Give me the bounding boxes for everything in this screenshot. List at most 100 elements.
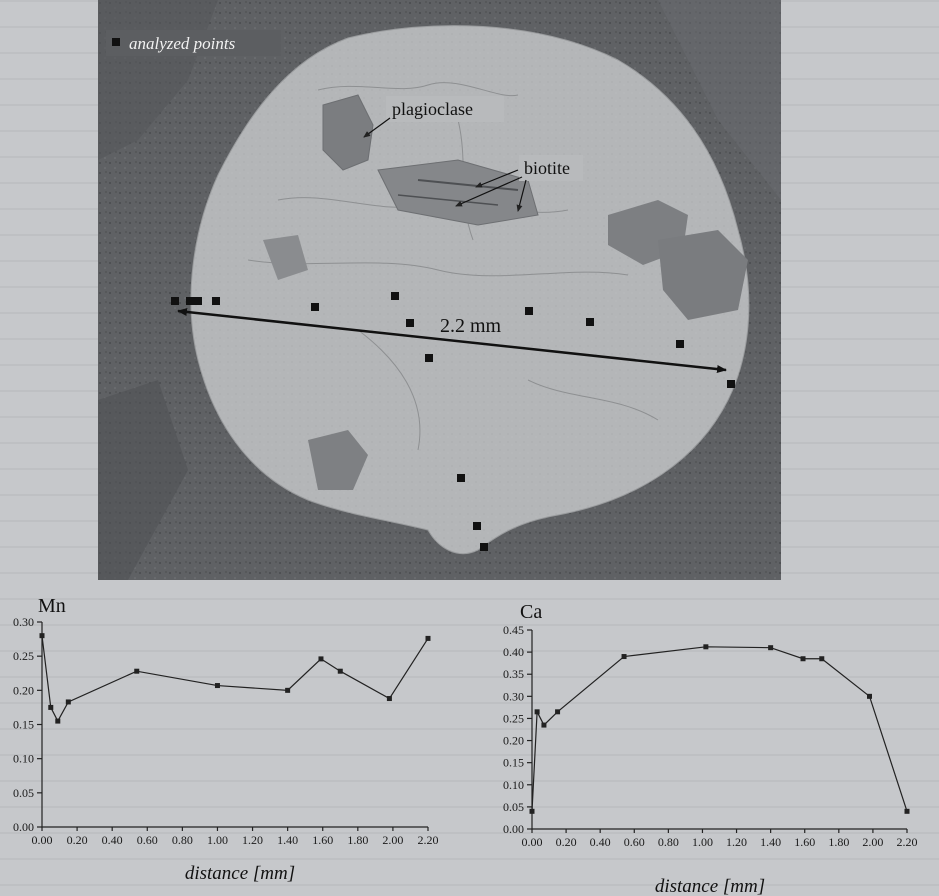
data-point [867,693,872,699]
analysis-point [457,474,465,482]
x-tick-label: 1.40 [277,833,298,847]
chart-title: Ca [520,601,542,623]
y-tick-label: 0.40 [503,645,524,659]
x-tick-label: 0.20 [67,833,88,847]
data-point [621,654,627,660]
analysis-point [676,340,684,348]
data-point [337,668,343,674]
x-tick-label: 0.80 [658,835,679,849]
data-point [285,687,291,693]
data-point [819,656,825,662]
y-tick-label: 0.00 [503,822,524,836]
x-tick-label: 0.60 [137,833,158,847]
plagioclase-annotation: plagioclase [363,96,504,138]
legend-box: analyzed points [106,30,281,56]
data-point [65,699,71,705]
analysis-point [473,522,481,530]
y-tick-label: 0.05 [13,786,34,800]
biotite-arrow-3 [516,179,527,212]
analysis-point [406,319,414,327]
analysis-point [480,543,488,551]
data-point [318,656,324,662]
biotite-label: biotite [524,158,570,178]
x-tick-label: 1.00 [207,833,228,847]
y-tick-label: 0.35 [503,667,524,681]
y-tick-label: 0.45 [503,623,524,637]
scale-arrow [177,307,727,374]
data-point [800,656,806,662]
analysis-point [171,297,179,305]
x-tick-label: 2.20 [418,833,439,847]
axis-lines [531,630,907,830]
analysis-point [425,354,433,362]
y-tick-label: 0.25 [503,711,524,725]
y-tick-label: 0.30 [503,689,524,703]
analysis-point [727,380,735,388]
y-tick-label: 0.20 [13,683,34,697]
plagioclase-inclusion [322,94,374,171]
x-tick-label: 0.40 [590,835,611,849]
legend-marker [112,38,120,46]
axis-lines [41,622,428,828]
x-tick-label: 1.40 [760,835,781,849]
biotite-annotation: biotite [455,155,583,212]
x-tick-label: 1.80 [828,835,849,849]
data-point [386,696,392,702]
data-point [39,633,45,639]
analysis-point [311,303,319,311]
x-tick-label: 2.20 [897,835,918,849]
y-tick-label: 0.15 [13,718,34,732]
data-point [768,645,774,651]
x-tick-label: 0.40 [102,833,123,847]
x-tick-label: 1.80 [347,833,368,847]
analysis-point [186,297,194,305]
ca-profile-chart: 0.00 0.05 0.10 0.15 0.20 0.25 0.30 0.35 0.40 0.45… [503,601,918,896]
garnet-micrograph: analyzed points plagioclase biotite 2.2 … [98,0,781,580]
data-point [134,668,140,674]
y-tick-label: 0.10 [503,778,524,792]
data-point [904,808,910,814]
analysis-point [212,297,220,305]
mn-profile-chart: 0.00 0.05 0.10 0.15 0.20 0.25 0.30 0.00 0.20 0.40… [13,595,439,884]
x-tick-label: 1.60 [312,833,333,847]
y-tick-label: 0.10 [13,752,34,766]
biotite-arrow-2 [455,176,523,207]
y-tick-label: 0.25 [13,649,34,663]
analysis-point [194,297,202,305]
x-tick-label: 2.00 [862,835,883,849]
x-axis-label: distance [mm] [655,876,765,896]
x-axis-label: distance [mm] [185,863,295,884]
series-line [41,635,429,723]
data-point [48,704,54,710]
legend-label: analyzed points [129,34,236,53]
x-tick-label: 0.20 [556,835,577,849]
x-tick-label: 1.20 [726,835,747,849]
x-tick-label: 1.60 [794,835,815,849]
x-tick-label: 1.00 [692,835,713,849]
x-tick-label: 2.00 [382,833,403,847]
data-point [55,718,61,724]
chart-title: Mn [38,595,66,617]
scale-bar: 2.2 mm [177,307,727,374]
y-tick-label: 0.15 [503,756,524,770]
data-point [214,683,220,689]
y-tick-label: 0.05 [503,800,524,814]
analysis-point [525,307,533,315]
analysis-point [391,292,399,300]
y-tick-label: 0.00 [13,820,34,834]
series-line [531,646,908,812]
y-tick-label: 0.20 [503,734,524,748]
x-tick-label: 0.00 [32,833,53,847]
x-tick-label: 1.20 [242,833,263,847]
x-tick-label: 0.80 [172,833,193,847]
data-point [555,709,561,715]
data-point [703,644,709,650]
data-point [541,722,547,728]
data-point [529,808,535,814]
scale-label: 2.2 mm [440,315,502,337]
data-point [425,635,431,641]
plagioclase-label: plagioclase [392,99,473,119]
analysis-point [586,318,594,326]
x-tick-label: 0.00 [522,835,543,849]
x-tick-label: 0.60 [624,835,645,849]
